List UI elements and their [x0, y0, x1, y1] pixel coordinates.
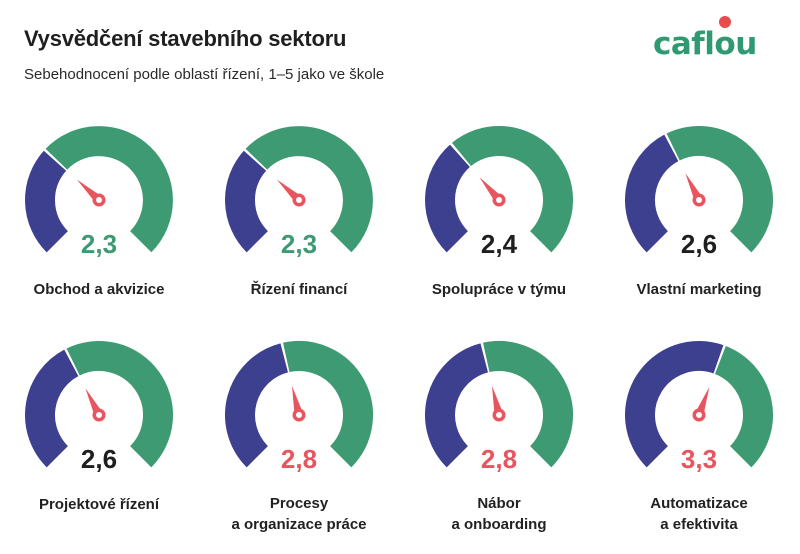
- gauge-dial: [625, 126, 773, 253]
- gauge-remaining-arc: [451, 126, 573, 253]
- gauge-7: 2,8 Nábor a onboarding: [409, 325, 589, 533]
- gauge-label-line: Automatizace: [650, 495, 748, 512]
- gauge-label-line: Nábor: [477, 495, 521, 512]
- gauge-label: Řízení financí: [209, 279, 389, 300]
- gauge-filled-arc: [425, 343, 489, 468]
- gauge-1: 2,3 Obchod a akvizice: [9, 110, 189, 310]
- gauge-label: Projektové řízení: [9, 494, 189, 515]
- gauge-label: Spolupráce v týmu: [409, 279, 589, 300]
- gauge-remaining-arc: [666, 126, 773, 253]
- gauge-3: 2,4 Spolupráce v týmu: [409, 110, 589, 310]
- gauge-value: 2,4: [480, 229, 518, 259]
- gauge-filled-arc: [25, 150, 69, 253]
- gauge-dial: [225, 126, 373, 253]
- gauge-label-line: Spolupráce v týmu: [431, 281, 567, 298]
- gauge-label: Automatizace a efektivita: [609, 493, 789, 535]
- gauge-label: Obchod a akvizice: [9, 279, 189, 300]
- gauge-filled-arc: [225, 343, 289, 468]
- gauge-value: 2,8: [280, 444, 318, 474]
- gauge-label-line: Řízení financí: [250, 281, 348, 298]
- gauge-remaining-arc: [45, 126, 173, 253]
- gauge-remaining-arc: [714, 346, 773, 468]
- gauge-label: Nábor a onboarding: [409, 493, 589, 535]
- gauge-remaining-arc: [245, 126, 373, 253]
- logo-dot-icon: o: [714, 16, 736, 62]
- gauge-needle: [692, 386, 710, 422]
- gauge-label-line: a organizace práce: [231, 516, 367, 533]
- gauge-label-line: Obchod a akvizice: [33, 281, 165, 298]
- gauge-filled-arc: [625, 341, 724, 468]
- gauge-dial: [25, 341, 173, 468]
- gauge-value: 3,3: [680, 444, 718, 474]
- gauge-value: 2,6: [80, 444, 118, 474]
- gauge-filled-arc: [225, 150, 269, 253]
- gauge-label-line: Procesy: [269, 495, 329, 512]
- gauge-5: 2,6 Projektové řízení: [9, 325, 189, 525]
- gauge-value: 2,8: [480, 444, 518, 474]
- gauge-needle: [292, 385, 306, 422]
- gauge-value: 2,3: [80, 229, 118, 259]
- gauge-needle: [276, 179, 306, 207]
- gauge-label-line: a efektivita: [660, 516, 738, 533]
- gauge-label-line: a onboarding: [451, 516, 547, 533]
- gauge-filled-arc: [25, 349, 79, 468]
- gauge-value: 2,6: [680, 229, 718, 259]
- gauge-value: 2,3: [280, 229, 318, 259]
- chart-title: Vysvědčení stavebního sektoru: [24, 26, 347, 51]
- gauge-dial: [425, 341, 573, 468]
- brand-logo: caflou: [653, 16, 757, 62]
- gauge-dial: [625, 341, 773, 468]
- gauge-4: 2,6 Vlastní marketing: [609, 110, 789, 310]
- gauge-dial: [425, 126, 573, 253]
- gauge-needle: [492, 385, 506, 422]
- gauge-needle: [479, 177, 506, 207]
- gauge-label-line: Projektové řízení: [38, 496, 160, 513]
- gauge-label-line: Vlastní marketing: [636, 281, 762, 298]
- gauge-dial: [25, 126, 173, 253]
- gauge-dial: [225, 341, 373, 468]
- gauge-filled-arc: [425, 144, 471, 253]
- gauge-8: 3,3 Automatizace a efektivita: [609, 325, 789, 533]
- gauge-6: 2,8 Procesy a organizace práce: [209, 325, 389, 533]
- gauge-needle: [76, 179, 106, 207]
- gauge-remaining-arc: [483, 341, 573, 468]
- gauge-remaining-arc: [283, 341, 373, 468]
- chart-subtitle: Sebehodnocení podle oblastí řízení, 1–5 …: [24, 66, 385, 83]
- gauge-label: Procesy a organizace práce: [209, 493, 389, 535]
- gauge-needle: [85, 388, 106, 422]
- gauge-2: 2,3 Řízení financí: [209, 110, 389, 310]
- gauge-label: Vlastní marketing: [609, 279, 789, 300]
- gauge-remaining-arc: [66, 341, 173, 468]
- gauge-needle: [685, 173, 706, 207]
- gauge-filled-arc: [625, 134, 679, 253]
